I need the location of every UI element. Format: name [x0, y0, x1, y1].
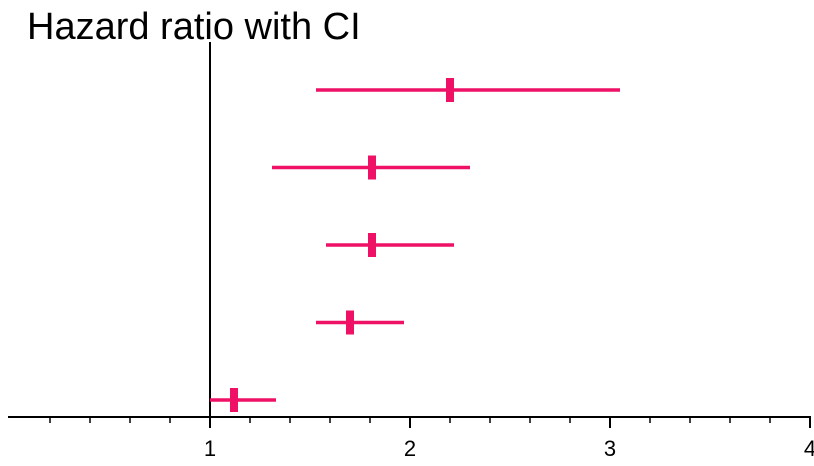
point-estimate [446, 78, 454, 102]
x-tick-label: 3 [604, 436, 616, 461]
x-tick-label: 4 [804, 436, 814, 461]
axis-layer: 1 2 3 4 [8, 42, 814, 461]
x-tick-label: 2 [404, 436, 416, 461]
point-estimate [346, 310, 354, 335]
marks-layer [210, 78, 620, 412]
point-estimate [368, 155, 376, 180]
chart-title: Hazard ratio with CI [27, 6, 361, 48]
point-estimate [230, 388, 238, 412]
x-tick-label: 1 [204, 436, 216, 461]
point-estimate [368, 233, 376, 257]
